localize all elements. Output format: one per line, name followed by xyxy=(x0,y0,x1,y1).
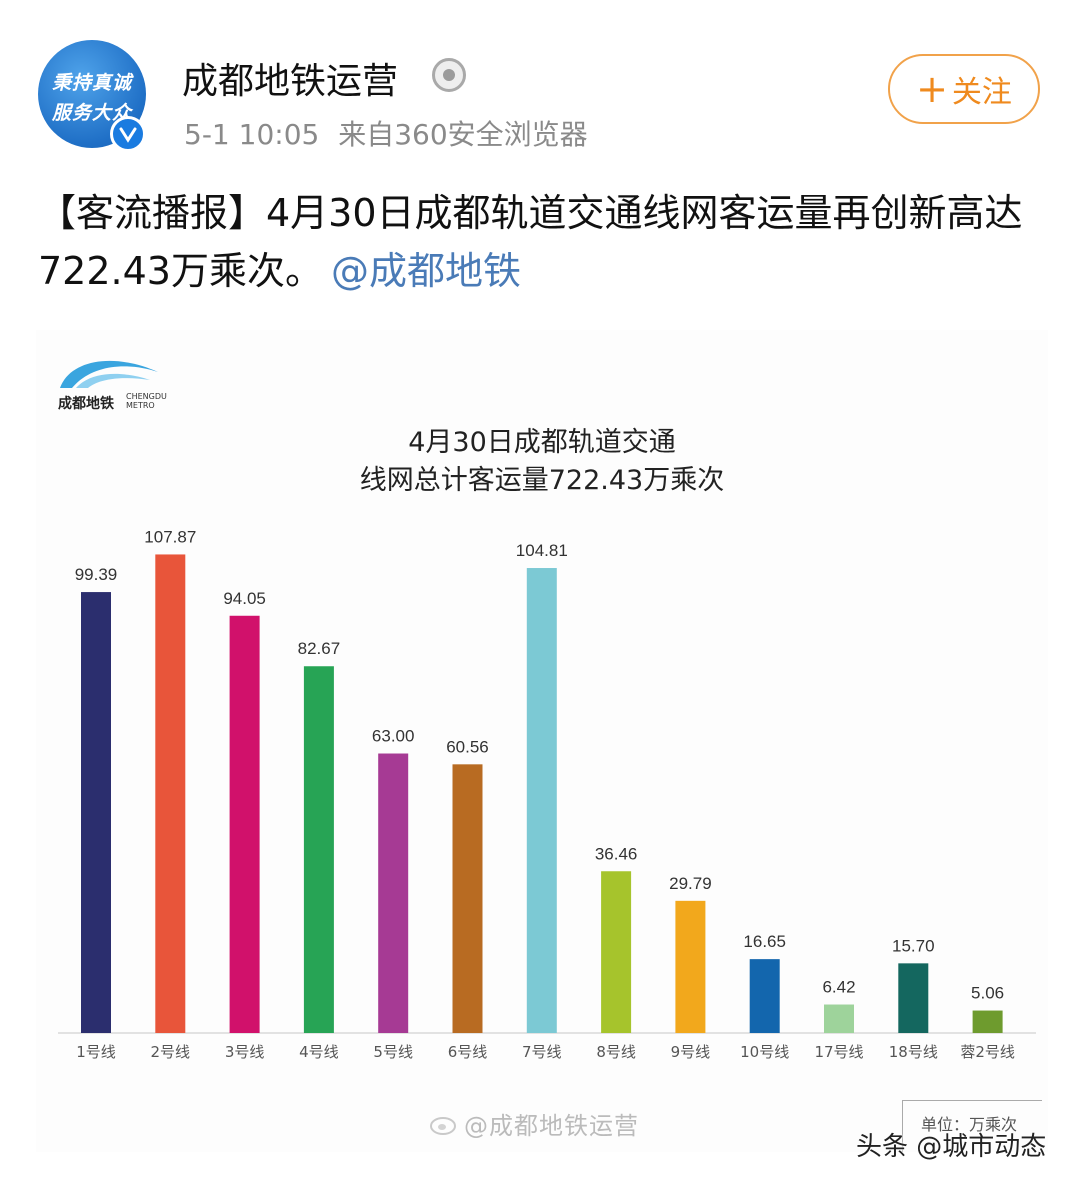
category-label: 9号线 xyxy=(671,1043,711,1061)
value-label: 104.81 xyxy=(516,541,568,560)
category-label: 10号线 xyxy=(740,1043,789,1061)
value-label: 15.70 xyxy=(892,936,935,955)
bar-3号线 xyxy=(229,615,260,1033)
verified-badge-icon xyxy=(110,116,146,152)
bar-18号线 xyxy=(898,963,929,1033)
category-label: 3号线 xyxy=(225,1043,265,1061)
category-label: 5号线 xyxy=(373,1043,413,1061)
value-label: 94.05 xyxy=(223,589,266,608)
value-label: 63.00 xyxy=(372,727,415,746)
post-body: 【客流播报】4月30日成都轨道交通线网客运量再创新高达722.43万乘次。 xyxy=(38,191,1023,293)
bar-10号线 xyxy=(749,959,780,1033)
unit-label: 单位：万乘次 xyxy=(902,1100,1042,1152)
category-label: 17号线 xyxy=(814,1043,863,1061)
value-label: 29.79 xyxy=(669,874,712,893)
value-label: 36.46 xyxy=(595,844,638,863)
bar-5号线 xyxy=(378,753,409,1033)
category-label: 7号线 xyxy=(522,1043,562,1061)
follow-label: 关注 xyxy=(951,75,1012,110)
plus-icon: + xyxy=(916,67,948,111)
value-label: 99.39 xyxy=(75,565,118,584)
logo-text-en: CHENGDU METRO xyxy=(126,392,167,410)
chart-image[interactable]: 成都地铁 CHENGDU METRO 4月30日成都轨道交通 线网总计客运量72… xyxy=(36,330,1048,1152)
account-avatar[interactable]: 秉持真诚 服务大众 xyxy=(38,40,146,148)
bar-1号线 xyxy=(81,592,111,1033)
logo-en-line2: METRO xyxy=(126,401,155,410)
bar-2号线 xyxy=(155,554,186,1033)
post-text: 【客流播报】4月30日成都轨道交通线网客运量再创新高达722.43万乘次。 @成都… xyxy=(38,184,1048,300)
medal-icon xyxy=(432,58,466,92)
value-label: 82.67 xyxy=(298,639,341,658)
bar-17号线 xyxy=(824,1004,854,1033)
source-watermark: 头条 @城市动态 xyxy=(856,1132,1047,1162)
value-label: 16.65 xyxy=(743,932,786,951)
avatar-text-line1: 秉持真诚 xyxy=(51,72,132,94)
bar-6号线 xyxy=(452,764,483,1033)
category-label: 2号线 xyxy=(151,1043,191,1061)
bar-8号线 xyxy=(601,871,632,1033)
post-meta: 5-1 10:05 来自360安全浏览器 xyxy=(184,113,588,153)
category-label: 6号线 xyxy=(448,1043,488,1061)
value-label: 6.42 xyxy=(822,978,855,997)
category-label: 4号线 xyxy=(299,1043,339,1061)
bar-7号线 xyxy=(526,568,557,1033)
follow-button[interactable]: + 关注 xyxy=(888,54,1040,124)
value-label: 60.56 xyxy=(446,737,489,756)
chart-title-line2: 线网总计客运量722.43万乘次 xyxy=(359,465,725,496)
category-label: 18号线 xyxy=(889,1043,938,1061)
bar-9号线 xyxy=(675,900,706,1033)
post-source-app: 来自360安全浏览器 xyxy=(338,118,588,151)
bar-蓉2号线 xyxy=(972,1010,1003,1033)
value-label: 5.06 xyxy=(971,984,1004,1003)
bar-4号线 xyxy=(303,666,334,1033)
category-label: 8号线 xyxy=(596,1043,636,1061)
logo-en-line1: CHENGDU xyxy=(126,392,167,401)
chart-title-line1: 4月30日成都轨道交通 xyxy=(408,427,676,458)
post-header: 秉持真诚 服务大众 成都地铁运营 5-1 10:05 来自360安全浏览器 + … xyxy=(0,0,1080,170)
account-name[interactable]: 成都地铁运营 xyxy=(182,61,399,102)
weibo-watermark-icon xyxy=(430,1117,456,1135)
value-label: 107.87 xyxy=(144,527,196,546)
category-label: 1号线 xyxy=(76,1043,116,1061)
bar-chart: 99.39 1号线 107.87 2号线 94.05 3号线 82.67 4号线 63.00 5号… xyxy=(58,527,1036,1061)
avatar-text-line2: 服务大众 xyxy=(51,102,132,124)
post-time: 5-1 10:05 xyxy=(184,118,320,151)
watermark: @成都地铁运营 xyxy=(464,1112,639,1140)
logo-text-cn: 成都地铁 xyxy=(58,396,114,412)
mention-link[interactable]: @成都地铁 xyxy=(330,249,521,293)
category-label: 蓉2号线 xyxy=(960,1043,1015,1061)
chengdu-metro-logo-icon xyxy=(60,360,158,388)
